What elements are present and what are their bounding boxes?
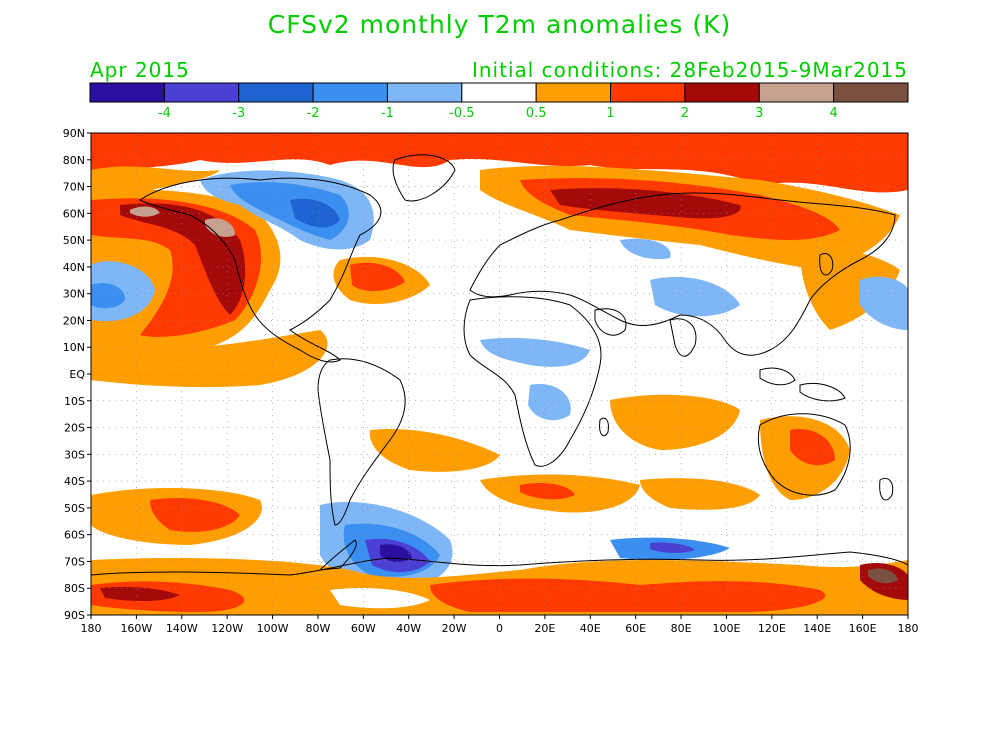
colorbar-swatch-4 <box>386 82 463 103</box>
colorbar-swatch-2 <box>238 82 314 103</box>
lat-label-2: 70N <box>63 181 85 194</box>
lat-label-0: 90N <box>63 127 85 140</box>
lon-label-8: 20W <box>442 622 467 635</box>
lat-label-1: 80N <box>63 154 85 167</box>
lon-label-2: 140W <box>166 622 198 635</box>
lat-label-13: 40S <box>64 475 85 488</box>
lon-label-11: 40E <box>580 622 601 635</box>
lat-label-4: 50N <box>63 234 85 247</box>
latitude-axis: 90N 80N 70N 60N 50N 40N 30N 20N 10N EQ 10S 20S 30S 40… <box>63 127 91 622</box>
lon-label-3: 120W <box>211 622 243 635</box>
colorbar-swatch-6 <box>535 82 612 103</box>
lon-label-0: 180 <box>81 622 102 635</box>
lon-label-17: 160E <box>849 622 877 635</box>
coastlines <box>91 154 908 576</box>
colorbar-label-5: 0.5 <box>526 106 547 121</box>
lat-label-11: 20S <box>64 422 85 435</box>
lon-label-16: 140E <box>803 622 831 635</box>
colorbar-label-9: 4 <box>829 106 837 121</box>
colorbar-label-4: -0.5 <box>449 106 474 121</box>
lat-label-8: 10N <box>63 341 85 354</box>
colorbar-label-3: -1 <box>381 106 394 121</box>
lon-label-7: 40W <box>396 622 421 635</box>
lat-label-6: 30N <box>63 288 85 301</box>
colorbar-swatch-3 <box>312 82 388 103</box>
colorbar-swatch-5 <box>461 82 537 103</box>
grid <box>91 133 908 615</box>
lon-label-6: 60W <box>351 622 376 635</box>
lon-label-18: 180 <box>898 622 919 635</box>
lon-label-10: 20E <box>534 622 555 635</box>
colorbar-swatch-0 <box>89 82 165 103</box>
lat-label-3: 60N <box>63 207 85 220</box>
initial-conditions: Initial conditions: 28Feb2015-9Mar2015 <box>471 58 908 82</box>
colorbar-swatch-8 <box>684 82 760 103</box>
lon-label-4: 100W <box>257 622 289 635</box>
lon-label-9: 0 <box>496 622 503 635</box>
lat-label-18: 90S <box>64 609 85 622</box>
lat-label-5: 40N <box>63 261 85 274</box>
lat-label-15: 60S <box>64 529 85 542</box>
lon-label-5: 80W <box>306 622 331 635</box>
lat-label-17: 80S <box>64 582 85 595</box>
colorbar-label-0: -4 <box>158 106 171 121</box>
colorbar-label-7: 2 <box>681 106 689 121</box>
colorbar-label-6: 1 <box>606 106 614 121</box>
lat-label-14: 50S <box>64 502 85 515</box>
colorbar-label-8: 3 <box>755 106 763 121</box>
longitude-axis: 180 160W 140W 120W 100W 80W 60W 40W 20W 0 20E 40E 60… <box>81 615 919 635</box>
colorbar <box>89 82 909 103</box>
colorbar-swatch-7 <box>610 82 686 103</box>
colorbar-swatch-10 <box>833 82 909 103</box>
lon-label-13: 80E <box>671 622 692 635</box>
map-title: CFSv2 monthly T2m anomalies (K) <box>267 10 732 39</box>
colorbar-labels: -4 -3 -2 -1 -0.5 0.5 1 2 3 4 <box>158 106 838 121</box>
lon-label-14: 100E <box>712 622 740 635</box>
lat-label-7: 20N <box>63 314 85 327</box>
lat-label-16: 70S <box>64 555 85 568</box>
colorbar-label-2: -2 <box>307 106 320 121</box>
lat-label-12: 30S <box>64 448 85 461</box>
colorbar-swatch-1 <box>163 82 240 103</box>
colorbar-swatch-9 <box>758 82 835 103</box>
lon-label-1: 160W <box>120 622 152 635</box>
lat-label-10: 10S <box>64 395 85 408</box>
colorbar-label-1: -3 <box>232 106 245 121</box>
lon-label-12: 60E <box>625 622 646 635</box>
forecast-month: Apr 2015 <box>90 58 190 82</box>
lon-label-15: 120E <box>758 622 786 635</box>
lat-label-9: EQ <box>69 368 85 381</box>
